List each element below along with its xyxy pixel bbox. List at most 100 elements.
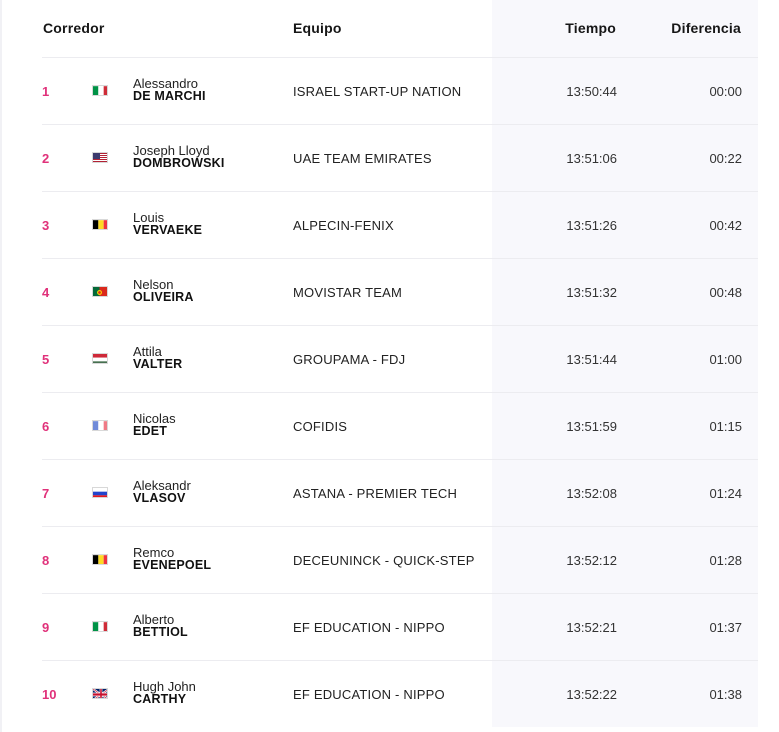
table-row[interactable]: 10 Hugh John CARTHY EF EDUCATION - NIPPO… <box>0 661 779 728</box>
rider-time: 13:52:08 <box>566 486 617 501</box>
row-divider <box>42 191 758 192</box>
table-row[interactable]: 5 Attila VALTER GROUPAMA - FDJ 13:51:44 … <box>0 326 779 393</box>
rider-time: 13:51:32 <box>566 285 617 300</box>
rider-time: 13:50:44 <box>566 84 617 99</box>
row-divider <box>42 526 758 527</box>
table-row[interactable]: 6 Nicolas EDET COFIDIS 13:51:59 01:15 <box>0 393 779 460</box>
team-name: EF EDUCATION - NIPPO <box>293 687 445 702</box>
team-name: ALPECIN-FENIX <box>293 218 394 233</box>
time-gap: 01:28 <box>709 553 742 568</box>
header-gap: Diferencia <box>671 20 741 36</box>
rider-time: 13:51:26 <box>566 218 617 233</box>
rider-time: 13:52:21 <box>566 620 617 635</box>
italy-flag-icon <box>92 621 108 632</box>
rider-last-name: DE MARCHI <box>133 89 206 103</box>
row-divider <box>42 660 758 661</box>
time-gap: 01:37 <box>709 620 742 635</box>
time-gap: 00:22 <box>709 151 742 166</box>
rider-name[interactable]: Alessandro DE MARCHI <box>133 77 206 103</box>
position: 4 <box>42 285 50 300</box>
rider-last-name: EVENEPOEL <box>133 558 212 572</box>
header-divider <box>42 57 758 58</box>
rider-name[interactable]: Nelson OLIVEIRA <box>133 278 194 304</box>
position: 7 <box>42 486 50 501</box>
position: 1 <box>42 84 50 99</box>
rider-name[interactable]: Louis VERVAEKE <box>133 211 202 237</box>
rider-first-name: Joseph Lloyd <box>133 143 210 158</box>
rider-name[interactable]: Aleksandr VLASOV <box>133 479 191 505</box>
row-divider <box>42 124 758 125</box>
team-name: EF EDUCATION - NIPPO <box>293 620 445 635</box>
rider-time: 13:52:22 <box>566 687 617 702</box>
position: 3 <box>42 218 50 233</box>
position: 6 <box>42 419 50 434</box>
rider-time: 13:51:06 <box>566 151 617 166</box>
time-gap: 00:48 <box>709 285 742 300</box>
row-divider <box>42 459 758 460</box>
rider-name[interactable]: Remco EVENEPOEL <box>133 546 211 572</box>
team-name: COFIDIS <box>293 419 348 434</box>
row-divider <box>42 258 758 259</box>
rider-last-name: DOMBROWSKI <box>133 156 225 170</box>
rider-first-name: Louis <box>133 210 165 225</box>
table-header: Corredor Equipo Tiempo Diferencia <box>0 0 779 57</box>
usa-flag-icon <box>92 152 108 163</box>
table-row[interactable]: 3 Louis VERVAEKE ALPECIN-FENIX 13:51:26 … <box>0 192 779 259</box>
team-name: ISRAEL START-UP NATION <box>293 84 462 99</box>
time-gap: 00:00 <box>709 84 742 99</box>
table-row[interactable]: 2 Joseph Lloyd DOMBROWSKI UAE TEAM EMIRA… <box>0 125 779 192</box>
time-gap: 00:42 <box>709 218 742 233</box>
rider-first-name: Nelson <box>133 277 174 292</box>
row-divider <box>42 325 758 326</box>
row-divider <box>42 392 758 393</box>
team-name: DECEUNINCK - QUICK-STEP <box>293 553 475 568</box>
france-flag-icon <box>92 420 108 431</box>
rider-name[interactable]: Joseph Lloyd DOMBROWSKI <box>133 144 225 170</box>
rider-first-name: Alessandro <box>133 76 199 91</box>
portugal-flag-icon <box>92 286 108 297</box>
rider-last-name: VLASOV <box>133 491 186 505</box>
rider-time: 13:51:44 <box>566 352 617 367</box>
rider-first-name: Nicolas <box>133 411 176 426</box>
team-name: MOVISTAR TEAM <box>293 285 403 300</box>
rider-first-name: Attila <box>133 344 162 359</box>
rider-last-name: EDET <box>133 424 168 438</box>
rider-last-name: CARTHY <box>133 692 187 706</box>
table-row[interactable]: 8 Remco EVENEPOEL DECEUNINCK - QUICK-STE… <box>0 527 779 594</box>
position: 10 <box>42 687 57 702</box>
rider-name[interactable]: Nicolas EDET <box>133 412 176 438</box>
time-gap: 01:24 <box>709 486 742 501</box>
position: 8 <box>42 553 50 568</box>
rider-first-name: Aleksandr <box>133 478 191 493</box>
time-gap: 01:38 <box>709 687 742 702</box>
header-team: Equipo <box>293 20 342 36</box>
position: 9 <box>42 620 50 635</box>
position: 5 <box>42 352 50 367</box>
table-row[interactable]: 9 Alberto BETTIOL EF EDUCATION - NIPPO 1… <box>0 594 779 661</box>
rider-first-name: Remco <box>133 545 175 560</box>
team-name: GROUPAMA - FDJ <box>293 352 406 367</box>
table-row[interactable]: 4 Nelson OLIVEIRA MOVISTAR TEAM 13:51:32… <box>0 259 779 326</box>
belgium-flag-icon <box>92 554 108 565</box>
header-time: Tiempo <box>565 20 616 36</box>
rider-time: 13:52:12 <box>566 553 617 568</box>
time-gap: 01:15 <box>709 419 742 434</box>
rider-last-name: OLIVEIRA <box>133 290 194 304</box>
rider-name[interactable]: Attila VALTER <box>133 345 182 371</box>
rider-name[interactable]: Alberto BETTIOL <box>133 613 188 639</box>
row-divider <box>42 593 758 594</box>
belgium-flag-icon <box>92 219 108 230</box>
italy-flag-icon <box>92 85 108 96</box>
table-row[interactable]: 1 Alessandro DE MARCHI ISRAEL START-UP N… <box>0 58 779 125</box>
time-gap: 01:00 <box>709 352 742 367</box>
rider-name[interactable]: Hugh John CARTHY <box>133 680 196 706</box>
header-rider: Corredor <box>43 20 105 36</box>
table-row[interactable]: 7 Aleksandr VLASOV ASTANA - PREMIER TECH… <box>0 460 779 527</box>
team-name: UAE TEAM EMIRATES <box>293 151 432 166</box>
hungary-flag-icon <box>92 353 108 364</box>
rider-last-name: VALTER <box>133 357 183 371</box>
rider-last-name: VERVAEKE <box>133 223 203 237</box>
left-border <box>0 0 2 732</box>
russia-flag-icon <box>92 487 108 498</box>
